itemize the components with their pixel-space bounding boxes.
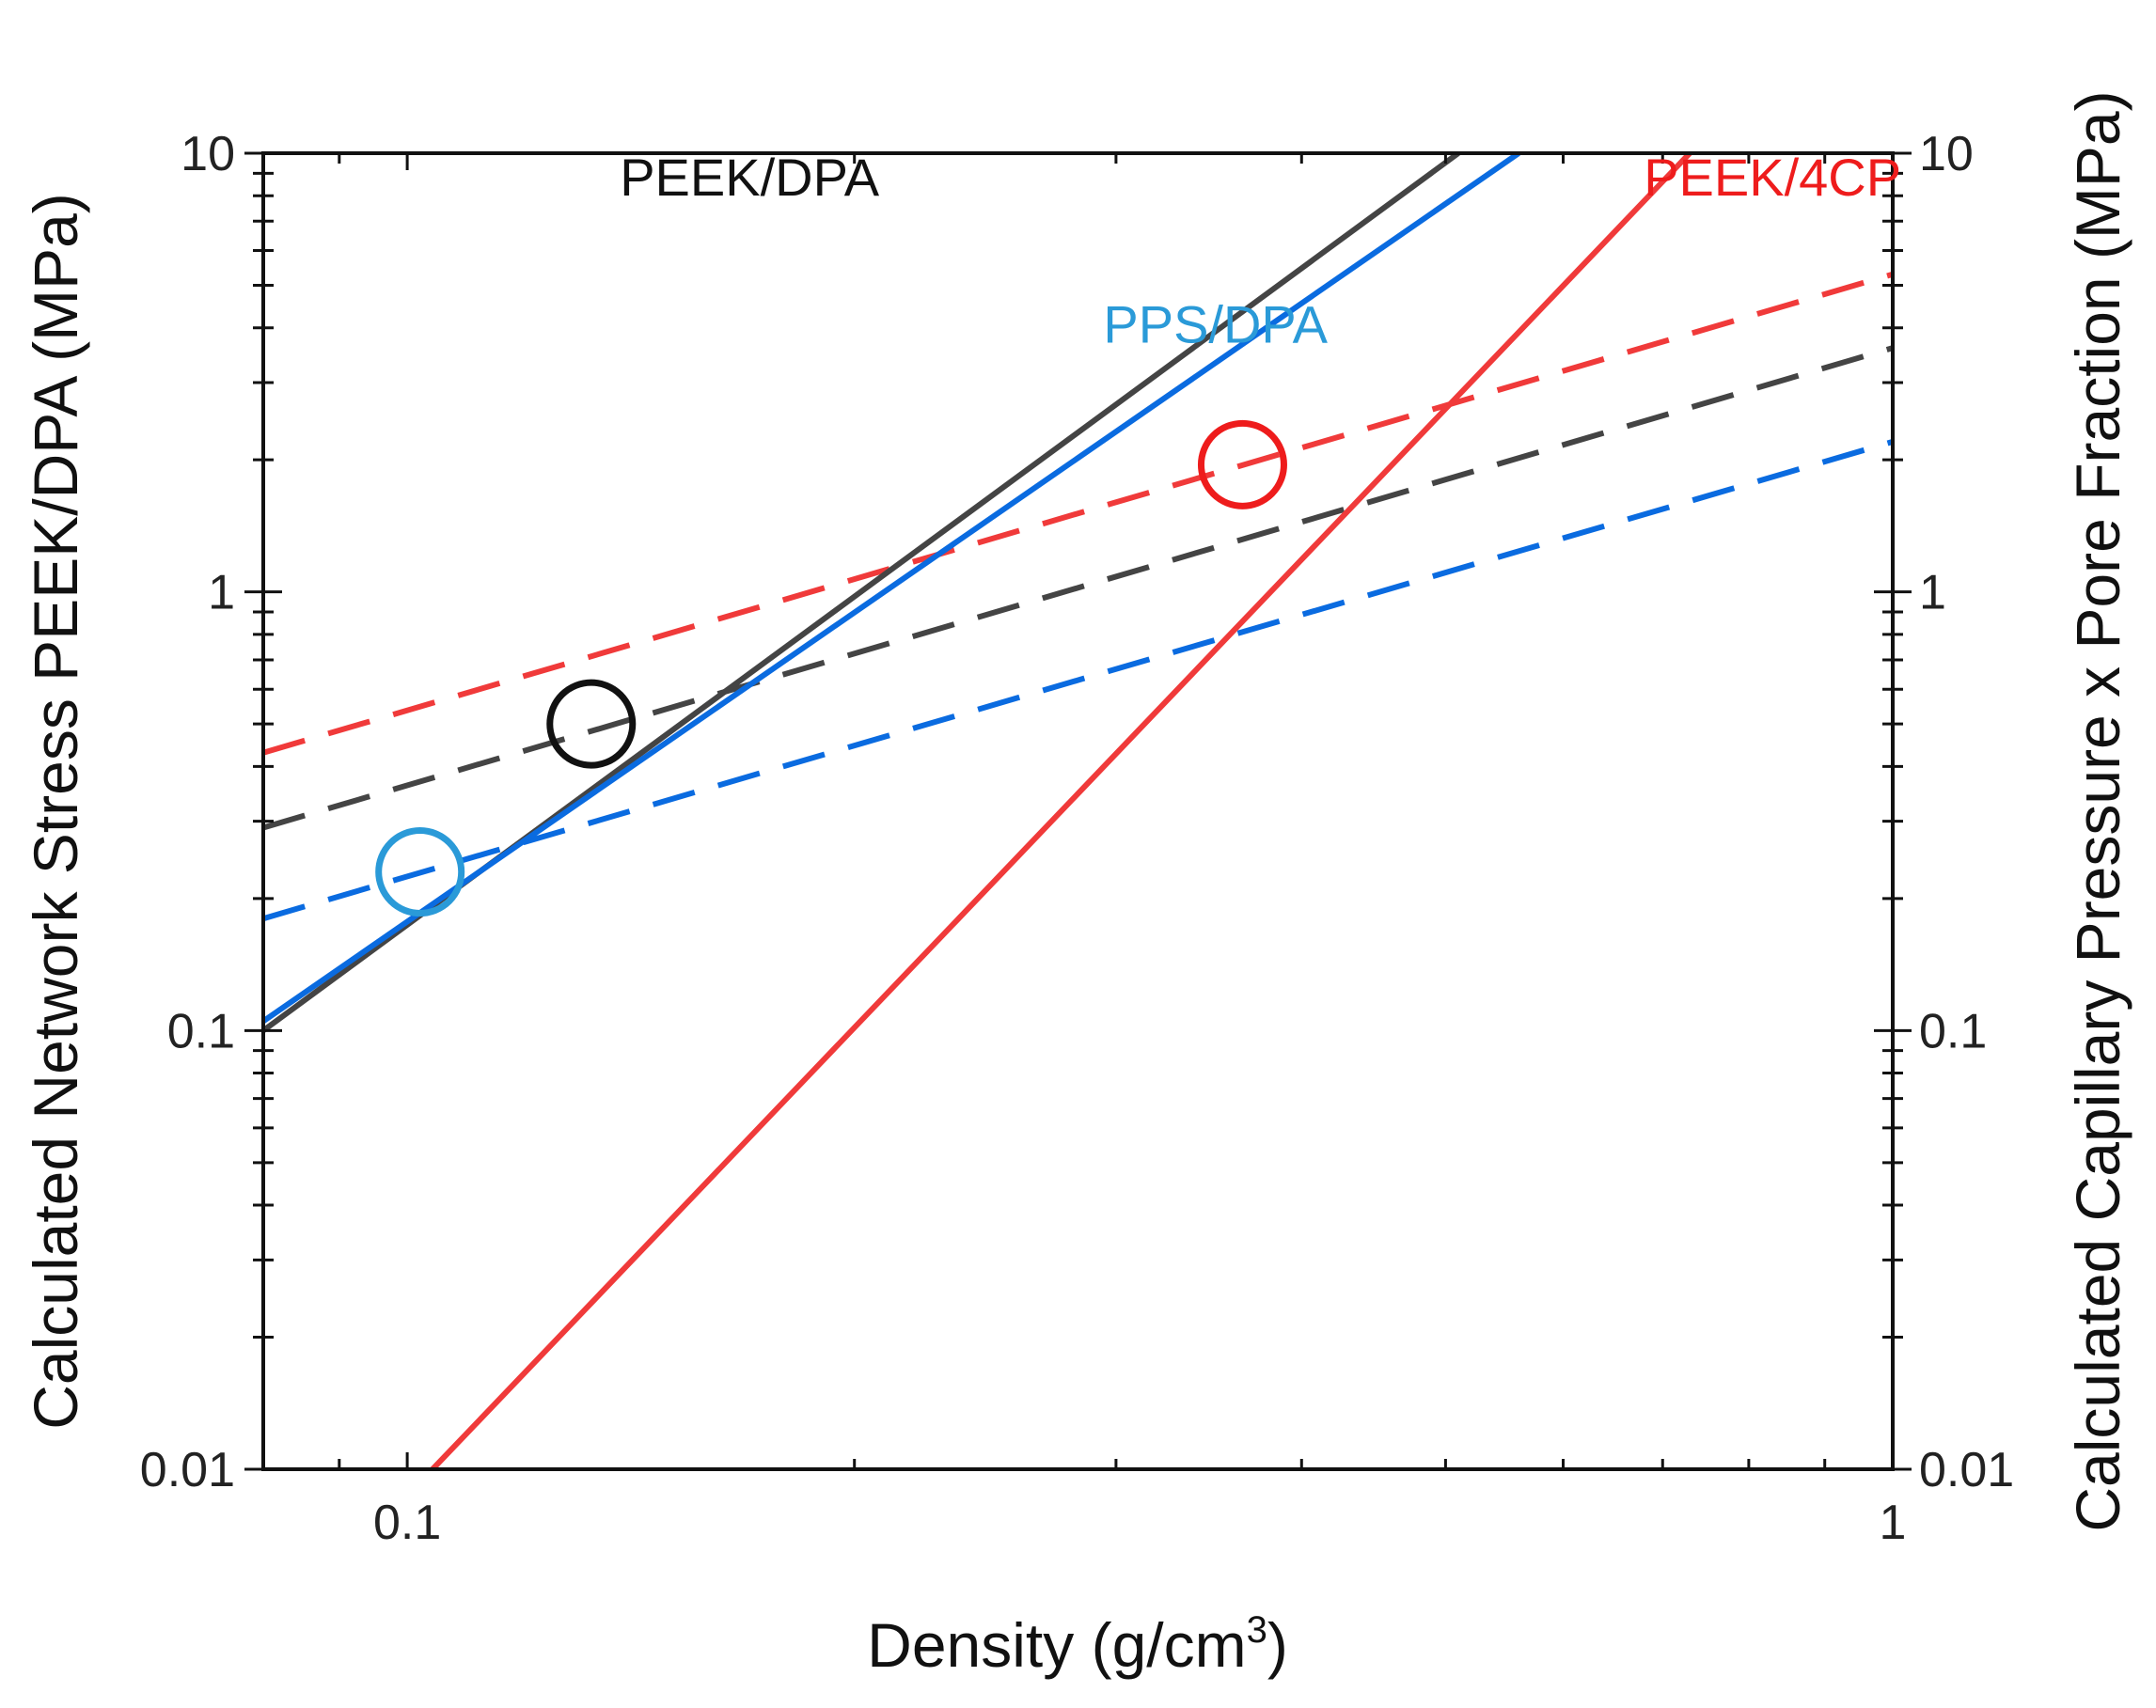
series-annotation-peek-4cp: PEEK/4CP	[1644, 148, 1901, 207]
series-annotations: PEEK/DPA PPS/DPA PEEK/4CP	[620, 148, 1901, 353]
series-line-peek-dpa-capillary-pressure-x-pore-fraction	[263, 345, 1893, 831]
intersection-marker-peek-4cp	[1197, 419, 1287, 509]
intersection-markers	[375, 419, 1287, 917]
y-tick-label-right: 10	[1919, 127, 1974, 181]
y-tick-label-right: 0.1	[1919, 1004, 1987, 1058]
y-tick-label-left: 0.01	[140, 1443, 235, 1497]
series-line-pps-dpa-network-stress	[263, 153, 1520, 1024]
x-tick-label: 1	[1880, 1496, 1907, 1550]
y-tick-label-right: 0.01	[1919, 1443, 2014, 1497]
intersection-marker-peek-dpa	[546, 679, 637, 769]
x-axis-title-superscript: 3	[1247, 1609, 1267, 1651]
series-line-peek-4cp-network-stress	[430, 153, 1692, 1469]
series-annotation-pps-dpa: PPS/DPA	[1103, 295, 1328, 354]
axis-ticks	[244, 151, 1912, 1471]
y-tick-label-left: 10	[181, 127, 235, 181]
x-axis-title: Density (g/cm3)	[867, 1609, 1288, 1680]
x-axis-title-main: Density (g/cm	[867, 1610, 1246, 1680]
y-axis-title-right: Calculated Capillary Pressure x Pore Fra…	[2063, 90, 2132, 1531]
tick-labels: 0.1 10.01 0.010.1 0.11 110 10	[140, 127, 2014, 1550]
intersection-marker-pps-dpa	[375, 827, 465, 917]
y-tick-label-right: 1	[1919, 566, 1946, 620]
series-annotation-peek-dpa: PEEK/DPA	[620, 148, 880, 207]
x-tick-label: 0.1	[373, 1496, 441, 1550]
y-tick-label-left: 1	[208, 566, 235, 620]
x-axis-title-end: )	[1267, 1610, 1288, 1680]
series-line-pps-dpa-capillary-pressure-x-pore-fraction	[263, 439, 1893, 922]
y-tick-label-left: 0.1	[167, 1004, 235, 1058]
y-axis-title-left: Calculated Network Stress PEEK/DPA (MPa)	[21, 193, 90, 1430]
plot-frame	[261, 151, 1895, 1471]
series-line-peek-4cp-capillary-pressure-x-pore-fraction	[263, 271, 1893, 756]
